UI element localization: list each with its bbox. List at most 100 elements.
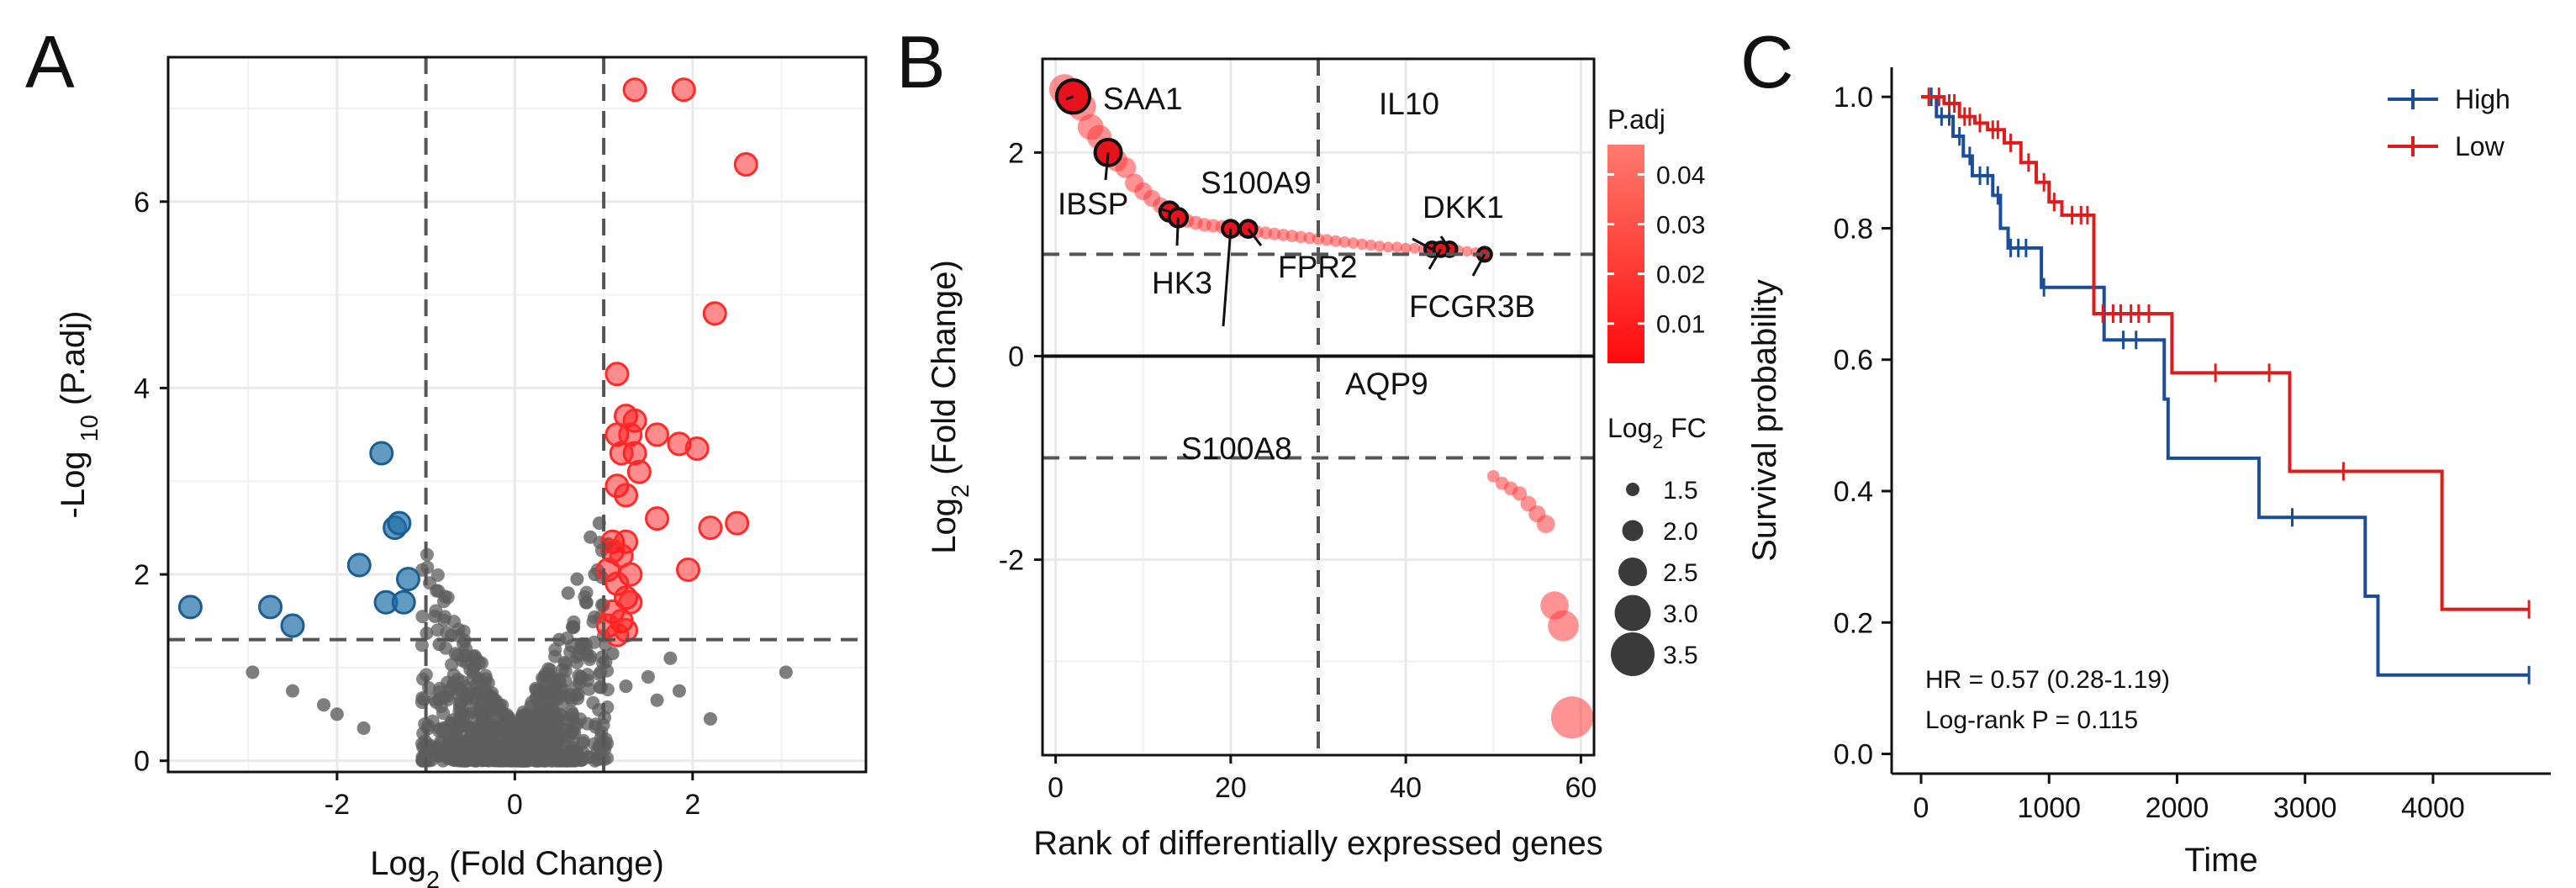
- volcano-point-up: [614, 483, 639, 508]
- rank-gene-label: S100A9: [1201, 166, 1312, 200]
- volcano-point-up: [645, 422, 670, 447]
- volcano-point-ns: [555, 663, 569, 677]
- km-legend-label-high: High: [2455, 84, 2510, 114]
- volcano-point-ns: [703, 711, 717, 726]
- volcano-point-ns: [429, 695, 443, 710]
- legend-size-dot: [1611, 632, 1655, 676]
- rank-label-leader: [1104, 152, 1110, 181]
- volcano-point-ns: [317, 698, 331, 712]
- volcano-point-ns: [453, 697, 467, 711]
- volcano-point-ns: [521, 740, 536, 754]
- volcano-point-ns: [569, 688, 583, 702]
- volcano-point-ns: [504, 753, 518, 768]
- km-y-axis-title: Survival probability: [1746, 279, 1783, 562]
- volcano-point-ns: [463, 663, 478, 677]
- legend-size-title: Log2 FC: [1607, 413, 1707, 452]
- rank-point-up: [1329, 235, 1342, 247]
- km-hr-annotation: HR = 0.57 (0.28-1.19): [1925, 666, 2170, 694]
- km-y-tick-label: 1.0: [1834, 82, 1873, 114]
- volcano-point-ns: [455, 653, 469, 668]
- volcano-point-ns: [598, 742, 612, 756]
- rank-gene-label: FCGR3B: [1409, 289, 1535, 324]
- km-legend-label-low: Low: [2455, 131, 2505, 161]
- km-y-tick-label: 0.4: [1834, 476, 1873, 508]
- volcano-point-ns: [578, 595, 593, 610]
- volcano-point-ns: [548, 649, 562, 663]
- volcano-point-ns: [415, 610, 430, 624]
- volcano-point-ns: [561, 586, 575, 600]
- rank-gene-label: IBSP: [1058, 187, 1128, 221]
- volcano-point-ns: [486, 691, 500, 706]
- volcano-point-ns: [566, 707, 580, 722]
- km-x-axis-title: Time: [2184, 842, 2257, 879]
- rank-point-up: [1461, 246, 1473, 257]
- volcano-point-ns: [650, 693, 664, 707]
- volcano-point-ns: [434, 734, 448, 748]
- volcano-point-ns: [779, 665, 793, 679]
- volcano-point-ns: [573, 675, 587, 690]
- rank-point-up: [1391, 241, 1403, 253]
- volcano-point-up: [622, 77, 647, 103]
- volcano-point-ns: [641, 669, 655, 684]
- rank-label-leader: [1428, 248, 1443, 270]
- volcano-x-tick-label: -2: [325, 789, 350, 821]
- volcano-point-ns: [245, 665, 260, 679]
- km-x-tick-label: 1000: [2017, 792, 2081, 824]
- volcano-x-tick-label: 2: [684, 789, 700, 821]
- legend-padj-title: P.adj: [1607, 104, 1665, 135]
- volcano-point-ns: [481, 751, 495, 765]
- volcano-point-ns: [446, 615, 461, 629]
- volcano-point-ns: [472, 735, 487, 749]
- volcano-point-down: [258, 595, 283, 620]
- legend-size-dot: [1622, 520, 1644, 542]
- rank-frame: [1041, 57, 1596, 757]
- rank-gene-label: IL10: [1379, 87, 1439, 121]
- rank-gene-label: HK3: [1152, 266, 1212, 300]
- panel-label-b: B: [896, 20, 946, 103]
- volcano-point-ns: [428, 609, 442, 623]
- volcano-point-ns: [414, 638, 429, 653]
- volcano-point-ns: [503, 714, 517, 728]
- legend-size-dot: [1618, 558, 1647, 586]
- rank-y-tick-label: -2: [999, 545, 1024, 577]
- km-x-tick-label: 4000: [2401, 792, 2465, 824]
- panel-label-c: C: [1740, 20, 1794, 103]
- volcano-point-up: [604, 362, 630, 387]
- volcano-point-ns: [417, 692, 431, 706]
- volcano-y-tick-label: 0: [134, 746, 150, 778]
- volcano-point-ns: [490, 709, 504, 723]
- volcano-point-up: [725, 510, 750, 536]
- rank-point-down: [1486, 469, 1500, 483]
- volcano-point-ns: [576, 736, 590, 750]
- legend-padj-tick-label: 0.03: [1656, 212, 1705, 240]
- rank-x-tick-label: 40: [1390, 772, 1422, 804]
- volcano-point-up: [702, 301, 727, 326]
- volcano-point-ns: [564, 639, 578, 653]
- volcano-frame: [166, 56, 868, 774]
- volcano-y-axis-title: -Log 10 (P.adj): [55, 311, 103, 519]
- km-curve-low: [1921, 95, 2530, 611]
- km-y-tick-label: 0.6: [1834, 345, 1873, 377]
- rank-gene-label: FPR2: [1278, 250, 1358, 284]
- volcano-point-ns: [554, 684, 568, 698]
- rank-point-up: [1365, 239, 1377, 251]
- volcano-point-ns: [554, 708, 568, 722]
- rank-gene-label: DKK1: [1423, 190, 1504, 225]
- volcano-point-ns: [570, 572, 584, 586]
- volcano-point-ns: [433, 681, 447, 695]
- rank-point-up: [1347, 237, 1359, 249]
- rank-point-down: [1512, 486, 1528, 501]
- rank-point-down: [1550, 696, 1594, 739]
- rank-point-up: [1409, 242, 1420, 254]
- rank-label-leader: [1439, 235, 1451, 251]
- volcano-point-ns: [459, 642, 473, 656]
- volcano-point-down: [177, 595, 203, 620]
- volcano-point-ns: [582, 682, 596, 696]
- volcano-point-ns: [446, 679, 460, 694]
- volcano-point-ns: [469, 748, 483, 762]
- volcano-point-ns: [446, 747, 461, 761]
- rank-x-axis-title: Rank of differentially expressed genes: [1033, 825, 1602, 862]
- legend-padj-tick-label: 0.04: [1656, 161, 1705, 189]
- km-x-tick-label: 0: [1914, 792, 1929, 824]
